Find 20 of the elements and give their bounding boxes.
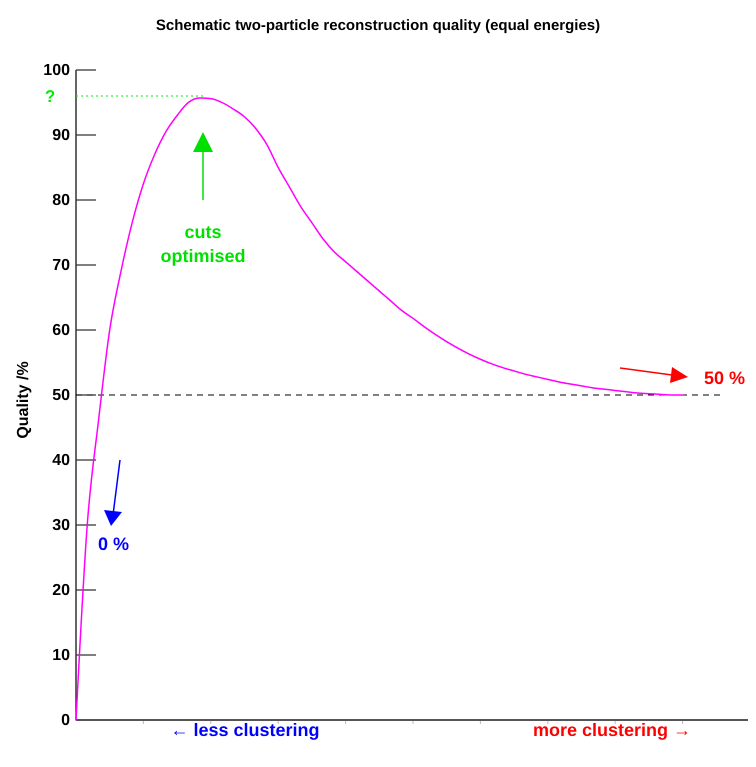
annotation: 0 %	[98, 534, 130, 554]
y-tick-label: 30	[52, 517, 70, 534]
y-tick-label: 40	[52, 452, 70, 470]
y-tick-label: 90	[52, 127, 70, 144]
y-tick-label: 80	[52, 192, 70, 210]
y-tick-label: 20	[52, 582, 70, 600]
annotation: ← less clustering	[170, 720, 320, 740]
y-tick-label: 0	[61, 712, 70, 730]
y-tick-label: 70	[52, 257, 70, 274]
y-tick-label: 100	[43, 62, 70, 80]
y-tick-label: 60	[52, 322, 70, 340]
chart-title: Schematic two-particle reconstruction quality (equal energies)	[156, 17, 600, 34]
line-series	[75, 97, 684, 721]
y-tick-label: 10	[52, 647, 70, 664]
annotation: cuts optimised	[160, 222, 246, 266]
ref-line-label: ?	[44, 86, 56, 106]
y-axis-title: Quality /%	[15, 361, 32, 439]
annotation: more clustering →	[532, 720, 692, 740]
annotation: 50 %	[704, 368, 746, 388]
y-tick-label: 50	[52, 387, 70, 404]
